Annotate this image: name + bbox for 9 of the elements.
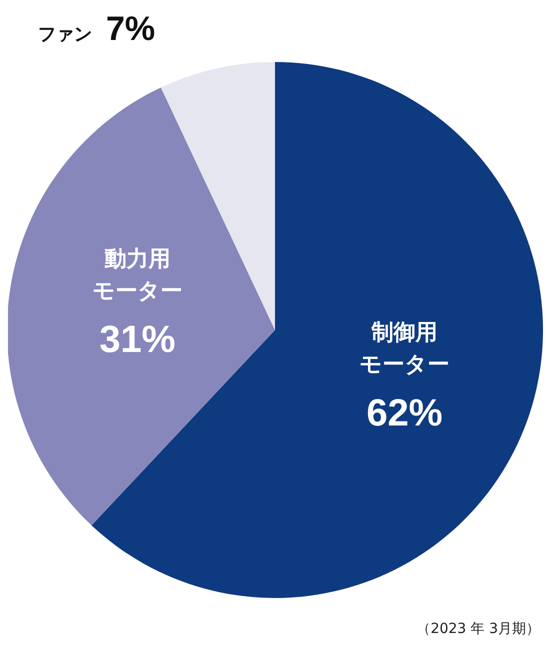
slice-label: 動力用モーター (92, 247, 182, 304)
pie-slice (8, 88, 275, 526)
slice-label: 制御用モーター (360, 320, 450, 378)
data-label: 7% (106, 10, 156, 48)
slice-label: ファン (38, 24, 92, 45)
data-label: 31% (99, 319, 176, 362)
text: （2023 年 3月期） (416, 620, 540, 638)
data-label: 62% (366, 392, 443, 434)
pie-slice (92, 62, 543, 598)
